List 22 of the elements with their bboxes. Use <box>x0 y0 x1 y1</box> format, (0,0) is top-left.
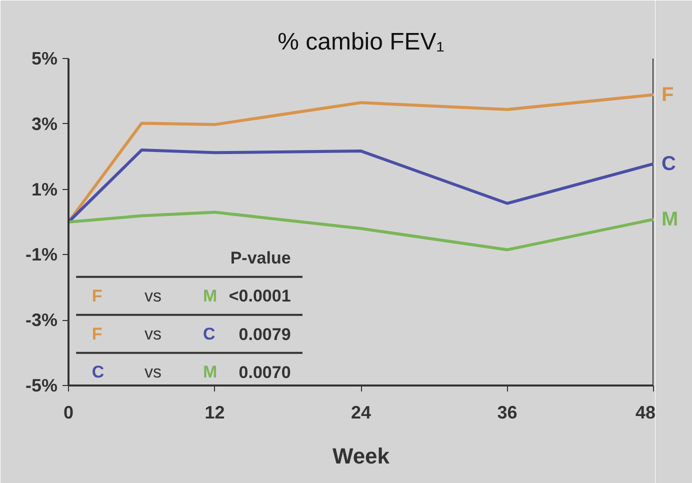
line-series <box>68 148 654 224</box>
text: F vs M <0.0001 <box>92 286 291 306</box>
line-series <box>68 210 654 252</box>
x-tick-label: 36 <box>497 402 518 422</box>
x-tick-label: 48 <box>635 402 656 422</box>
x-tick-label: 24 <box>350 402 372 422</box>
x-tick-label: 0 <box>63 402 74 422</box>
text: C vs M 0.0070 <box>92 362 291 382</box>
y-tick-label: 3% <box>31 114 58 134</box>
y-tick-label: -5% <box>25 376 58 396</box>
y-tick-label: -1% <box>25 244 58 265</box>
series-label: F <box>662 84 674 106</box>
x-axis-title: Week <box>332 444 390 468</box>
y-tick-label: 1% <box>31 179 58 200</box>
chart-title: % cambio FEV₁ <box>278 28 444 56</box>
annotation: P-value <box>230 248 291 268</box>
series-label: M <box>662 208 678 230</box>
series-label: C <box>662 152 676 175</box>
x-tick-label: 12 <box>204 402 225 422</box>
y-tick-label: -3% <box>25 310 58 330</box>
text: F vs C 0.0079 <box>92 324 291 344</box>
y-tick-label: 5% <box>31 48 58 68</box>
